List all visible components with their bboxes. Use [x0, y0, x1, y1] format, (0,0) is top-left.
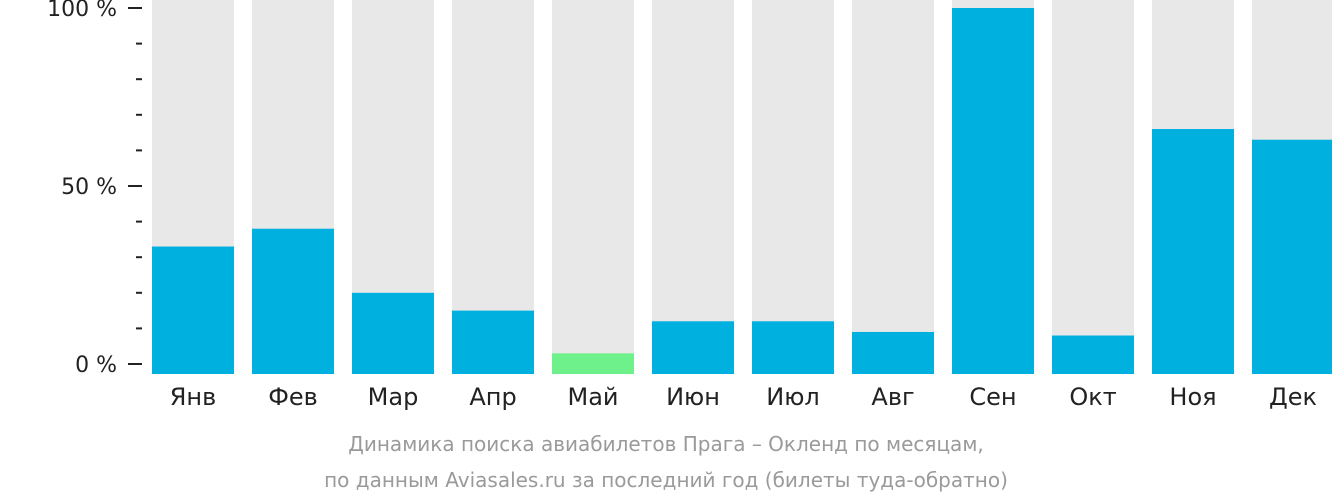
bar-track: [1052, 0, 1134, 374]
bars-group: [152, 0, 1332, 374]
y-tick-label: 0 %: [75, 353, 117, 378]
bar: [452, 310, 534, 374]
x-tick-label: Сен: [969, 383, 1016, 411]
x-tick-label: Авг: [871, 383, 914, 411]
bar: [652, 321, 734, 374]
chart-caption-line-2: по данным Aviasales.ru за последний год …: [324, 468, 1008, 492]
bar: [852, 331, 934, 374]
bar: [952, 8, 1034, 374]
y-axis: 0 % 50 % 100 %: [47, 0, 142, 378]
y-tick-label: 100 %: [47, 0, 117, 22]
x-tick-label: Ноя: [1169, 383, 1216, 411]
bar: [352, 292, 434, 374]
x-tick-label: Янв: [170, 383, 217, 411]
x-tick-label: Апр: [469, 383, 516, 411]
x-tick-label: Июл: [766, 383, 820, 411]
bar-track: [852, 0, 934, 374]
x-tick-label: Фев: [268, 383, 318, 411]
bar: [252, 228, 334, 374]
bar: [1252, 139, 1332, 374]
bar-track: [752, 0, 834, 374]
x-tick-label: Окт: [1069, 383, 1116, 411]
bar: [552, 353, 634, 374]
chart-caption-line-1: Динамика поиска авиабилетов Прага – Окле…: [348, 432, 984, 456]
x-tick-label: Мар: [368, 383, 419, 411]
x-axis-labels: Янв Фев Мар Апр Май Июн Июл Авг Сен Окт Ноя Дек: [170, 383, 1317, 411]
bar: [1152, 129, 1234, 374]
bar-track: [552, 0, 634, 374]
bar: [1052, 335, 1134, 374]
bar: [752, 321, 834, 374]
x-tick-label: Май: [567, 383, 618, 411]
x-tick-label: Дек: [1269, 383, 1317, 411]
bar-track: [652, 0, 734, 374]
x-tick-label: Июн: [666, 383, 720, 411]
bar: [152, 246, 234, 374]
y-tick-label: 50 %: [61, 175, 117, 200]
